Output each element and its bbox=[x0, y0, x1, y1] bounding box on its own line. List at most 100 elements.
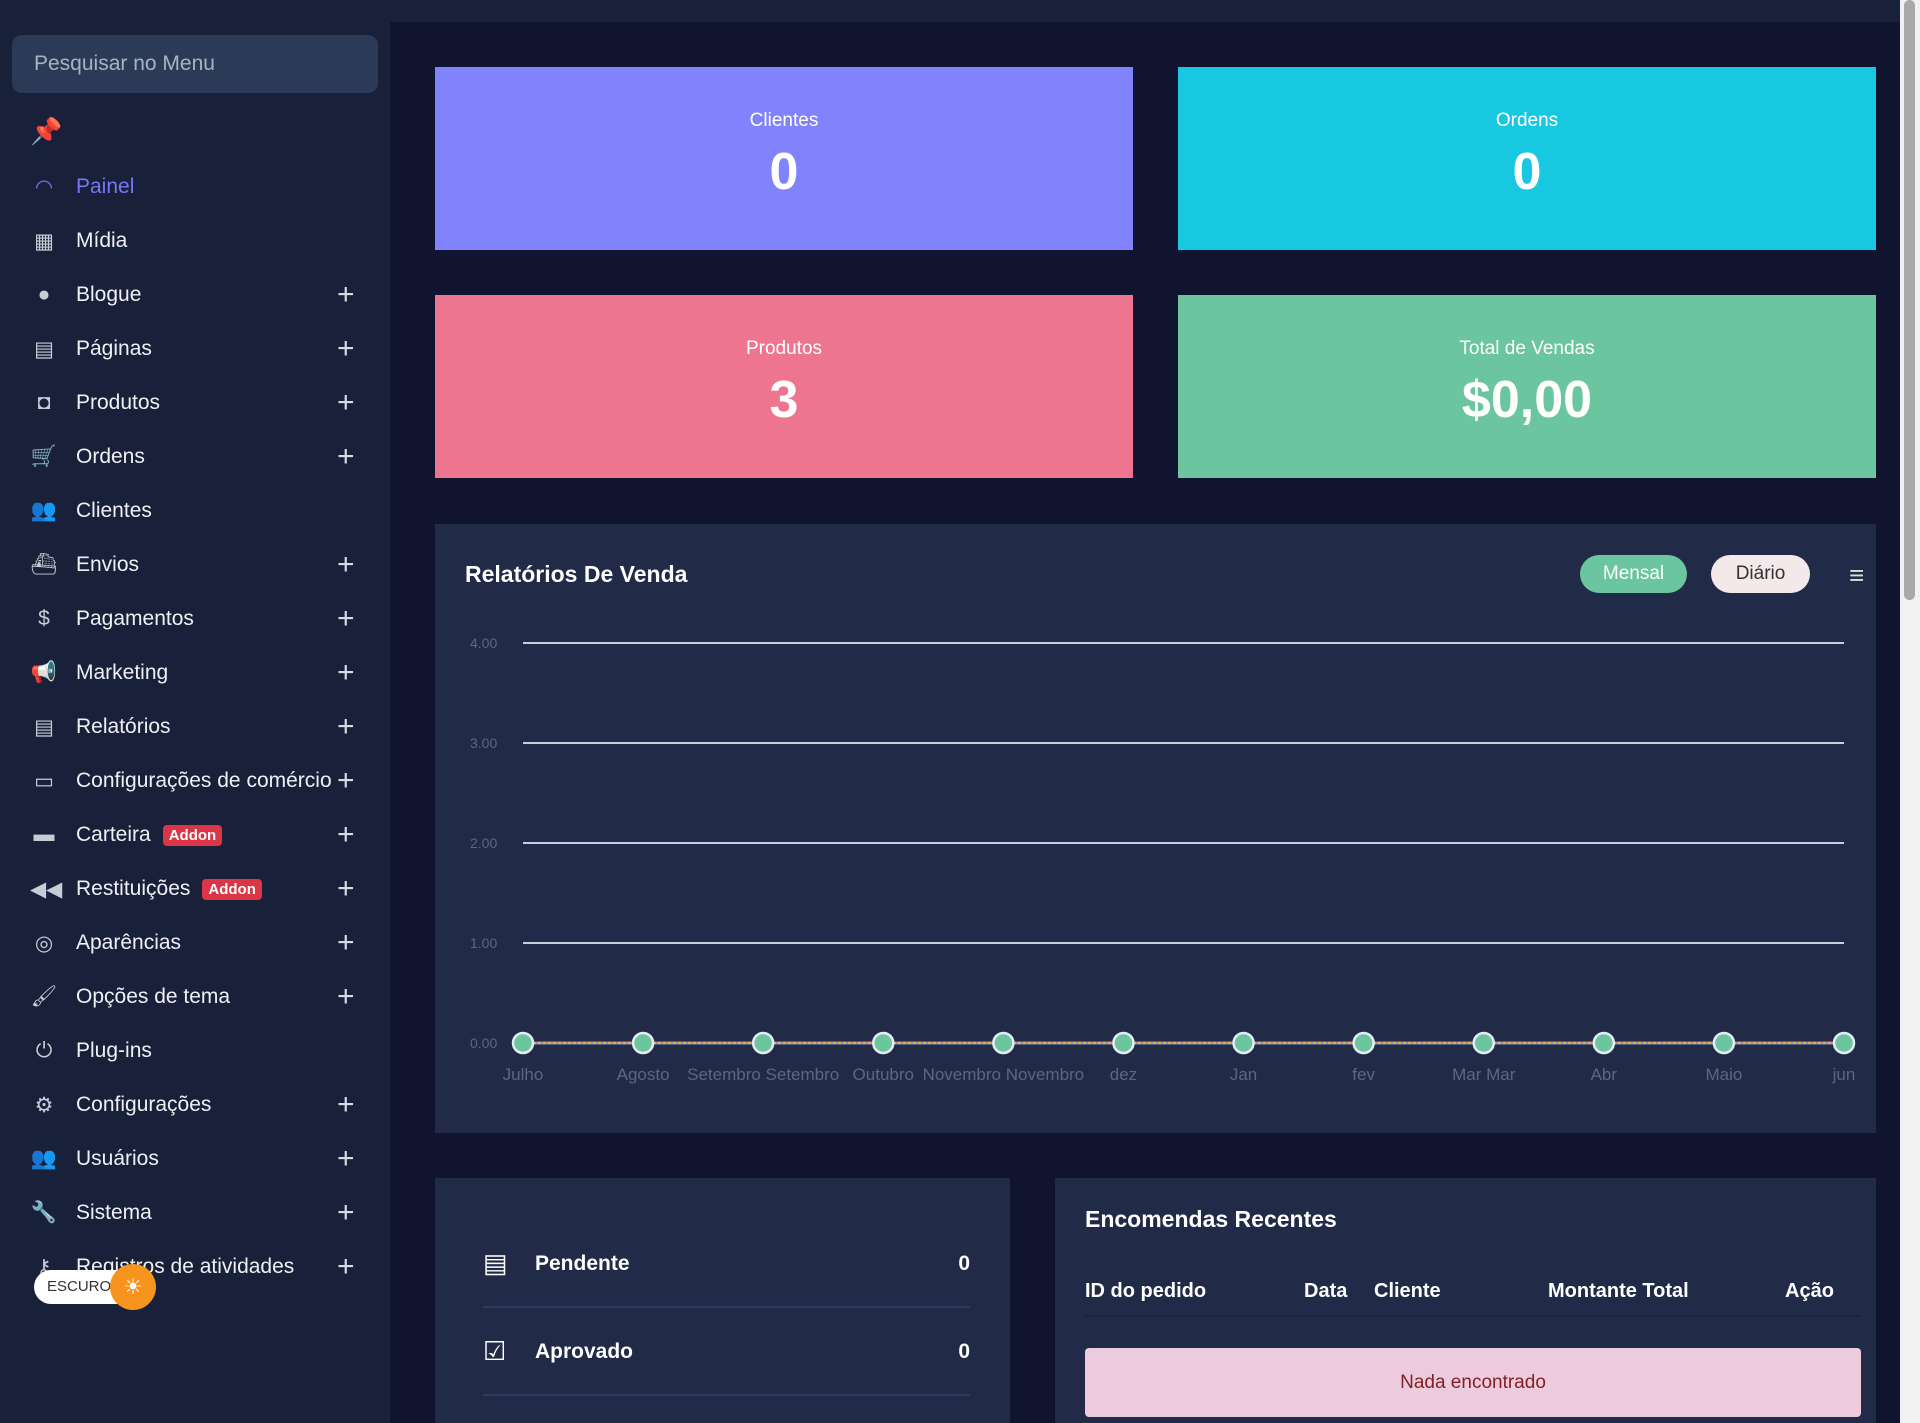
data-point bbox=[1712, 1031, 1736, 1055]
pin-icon[interactable]: 📌 bbox=[30, 116, 63, 146]
users-icon: 👥 bbox=[30, 499, 58, 522]
stat-card-title: Clientes bbox=[749, 110, 819, 131]
sidebar-item-0[interactable]: ◠ Painel bbox=[0, 160, 390, 214]
sidebar-menu: ◠ Painel ▦ Mídia ● Blogue + ▤ Páginas + ◘ Prod… bbox=[0, 160, 390, 1294]
col-action: Ação bbox=[1785, 1280, 1834, 1302]
sidebar-item-label: Carteira Addon bbox=[76, 823, 223, 847]
expand-plus-icon[interactable]: + bbox=[337, 764, 355, 797]
data-point bbox=[631, 1031, 655, 1055]
x-tick-label: Outubro bbox=[853, 1065, 914, 1084]
sidebar-item-13[interactable]: ◀◀ Restituições Addon + bbox=[0, 862, 390, 916]
status-value: 0 bbox=[958, 1252, 970, 1275]
daily-button[interactable]: Diário bbox=[1711, 555, 1810, 593]
sidebar-item-4[interactable]: ◘ Produtos + bbox=[0, 376, 390, 430]
sidebar-item-label: Clientes bbox=[76, 499, 152, 522]
plug-icon: ⏻ bbox=[35, 1039, 53, 1062]
expand-plus-icon[interactable]: + bbox=[337, 818, 355, 851]
expand-plus-icon[interactable]: + bbox=[337, 656, 355, 689]
header-divider bbox=[1085, 1315, 1861, 1317]
expand-plus-icon[interactable]: + bbox=[337, 710, 355, 743]
rewind-icon: ◀◀ bbox=[30, 877, 63, 901]
expand-plus-icon[interactable]: + bbox=[337, 278, 355, 311]
stat-card-title: Total de Vendas bbox=[1459, 338, 1595, 359]
expand-plus-icon[interactable]: + bbox=[337, 1196, 355, 1229]
x-tick-label: Setembro Setembro bbox=[687, 1065, 839, 1084]
menu-search-input[interactable] bbox=[12, 35, 378, 93]
expand-plus-icon[interactable]: + bbox=[337, 440, 355, 473]
stat-card-produtos[interactable]: Produtos 3 bbox=[435, 295, 1133, 478]
theme-toggle-label: ESCURO bbox=[47, 1278, 112, 1295]
media-icon: ▦ bbox=[34, 229, 54, 253]
sidebar-item-3[interactable]: ▤ Páginas + bbox=[0, 322, 390, 376]
sidebar-item-6[interactable]: 👥 Clientes bbox=[0, 484, 390, 538]
sidebar-item-5[interactable]: 🛒 Ordens + bbox=[0, 430, 390, 484]
ship-icon: ⛴ bbox=[30, 553, 58, 576]
expand-plus-icon[interactable]: + bbox=[337, 1088, 355, 1121]
sidebar-item-label: Sistema bbox=[76, 1201, 152, 1224]
sidebar-item-label: Configurações de comércio bbox=[76, 769, 332, 792]
gears-icon: ⚙ bbox=[34, 1093, 54, 1117]
stat-card-value: 0 bbox=[769, 143, 799, 201]
addon-badge: Addon bbox=[162, 824, 223, 846]
addon-badge: Addon bbox=[202, 878, 262, 900]
expand-plus-icon[interactable]: + bbox=[337, 980, 355, 1013]
stat-card-value: 0 bbox=[1512, 143, 1542, 201]
stat-card-clientes[interactable]: Clientes 0 bbox=[435, 67, 1133, 250]
sidebar-item-1[interactable]: ▦ Mídia bbox=[0, 214, 390, 268]
scrollbar-thumb[interactable] bbox=[1904, 0, 1915, 600]
megaphone-icon: 📢 bbox=[30, 661, 58, 684]
x-tick-label: dez bbox=[1110, 1065, 1137, 1084]
y-tick-label: 2.00 bbox=[470, 835, 497, 851]
cart-icon: 🛒 bbox=[30, 445, 58, 468]
monthly-button[interactable]: Mensal bbox=[1580, 555, 1687, 593]
col-customer: Cliente bbox=[1374, 1280, 1441, 1302]
sidebar-item-8[interactable]: $ Pagamentos + bbox=[0, 592, 390, 646]
theme-toggle[interactable]: ESCURO ☀ bbox=[34, 1264, 156, 1310]
sidebar-item-14[interactable]: ◎ Aparências + bbox=[0, 916, 390, 970]
data-point bbox=[872, 1031, 895, 1055]
x-tick-label: Julho bbox=[503, 1065, 544, 1084]
sidebar-item-2[interactable]: ● Blogue + bbox=[0, 268, 390, 322]
scrollbar[interactable] bbox=[1900, 0, 1920, 1423]
expand-plus-icon[interactable]: + bbox=[337, 602, 355, 635]
sidebar-item-label: Ordens bbox=[76, 445, 145, 468]
stat-card-total-de-vendas[interactable]: Total de Vendas $0,00 bbox=[1178, 295, 1876, 478]
sidebar-item-11[interactable]: ▭ Configurações de comércio + bbox=[0, 754, 390, 808]
wallet-icon: ▬ bbox=[33, 823, 55, 846]
checkbox-icon: ☑ bbox=[483, 1336, 507, 1366]
expand-plus-icon[interactable]: + bbox=[337, 872, 355, 905]
sidebar-item-12[interactable]: ▬ Carteira Addon + bbox=[0, 808, 390, 862]
expand-plus-icon[interactable]: + bbox=[337, 926, 355, 959]
user-group-icon: 👥 bbox=[30, 1147, 58, 1170]
dashboard-gauge-icon: ◠ bbox=[34, 175, 54, 199]
col-order-id: ID do pedido bbox=[1085, 1280, 1207, 1302]
empty-state: Nada encontrado bbox=[1085, 1348, 1861, 1417]
y-tick-label: 3.00 bbox=[470, 735, 497, 751]
sidebar-item-15[interactable]: 🖌 Opções de tema + bbox=[0, 970, 390, 1024]
sidebar-item-label: Aparências bbox=[76, 931, 182, 954]
expand-plus-icon[interactable]: + bbox=[337, 1142, 355, 1175]
sidebar-item-17[interactable]: ⚙ Configurações + bbox=[0, 1078, 390, 1132]
blogger-icon: ● bbox=[37, 283, 51, 306]
data-point bbox=[1232, 1031, 1255, 1055]
expand-plus-icon[interactable]: + bbox=[337, 548, 355, 581]
sidebar-item-16[interactable]: ⏻ Plug-ins bbox=[0, 1024, 390, 1078]
order-status-panel: ▤ Pendente 0 ☑ Aprovado 0 bbox=[435, 1178, 1010, 1423]
expand-plus-icon[interactable]: + bbox=[337, 1250, 355, 1283]
status-value: 0 bbox=[958, 1340, 970, 1363]
sidebar-item-7[interactable]: ⛴ Envios + bbox=[0, 538, 390, 592]
stat-card-ordens[interactable]: Ordens 0 bbox=[1178, 67, 1876, 250]
status-label: Pendente bbox=[535, 1252, 630, 1275]
sidebar-item-19[interactable]: 🔧 Sistema + bbox=[0, 1186, 390, 1240]
expand-plus-icon[interactable]: + bbox=[337, 386, 355, 419]
chart-menu-icon[interactable]: ≡ bbox=[1849, 560, 1865, 590]
page-icon: ▤ bbox=[34, 337, 54, 361]
x-tick-label: Maio bbox=[1705, 1065, 1742, 1084]
sidebar-item-9[interactable]: 📢 Marketing + bbox=[0, 646, 390, 700]
data-point bbox=[751, 1031, 775, 1055]
sidebar-item-label: Mídia bbox=[76, 229, 128, 252]
expand-plus-icon[interactable]: + bbox=[337, 332, 355, 365]
sidebar-item-10[interactable]: ▤ Relatórios + bbox=[0, 700, 390, 754]
data-point bbox=[511, 1031, 535, 1055]
sidebar-item-18[interactable]: 👥 Usuários + bbox=[0, 1132, 390, 1186]
